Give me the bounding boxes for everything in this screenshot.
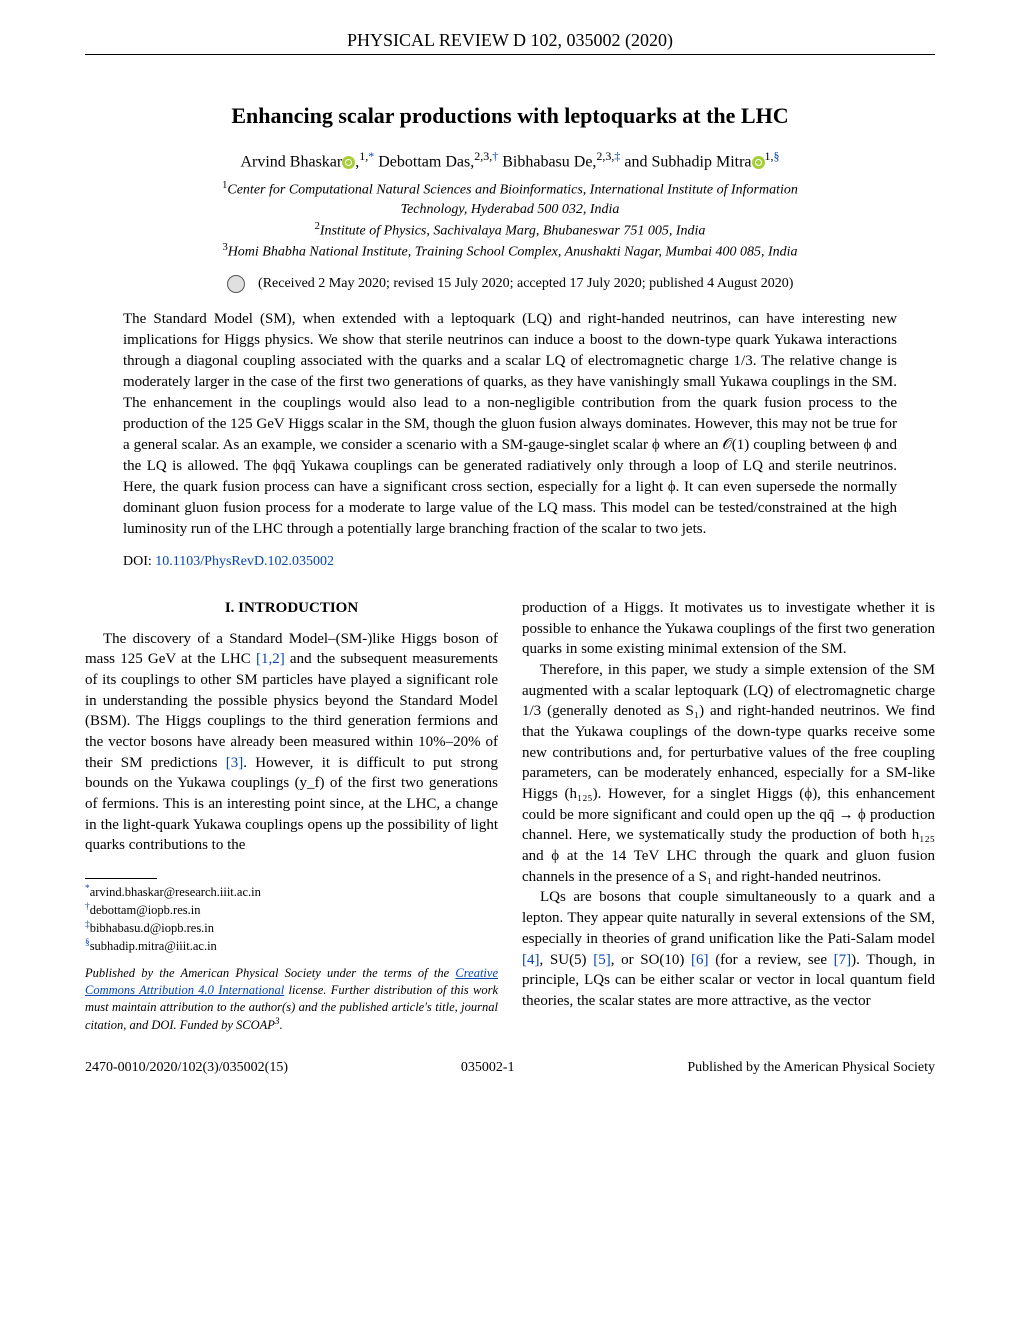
text: (for a review, see (709, 952, 834, 968)
author-1-sym[interactable]: * (368, 149, 374, 163)
abstract: The Standard Model (SM), when extended w… (123, 309, 897, 540)
open-access-icon (227, 275, 245, 293)
license-text: Published by the American Physical Socie… (85, 965, 498, 1034)
author-3-aff: 2,3, (596, 149, 614, 163)
dates-row: (Received 2 May 2020; revised 15 July 20… (85, 275, 935, 293)
publication-dates: (Received 2 May 2020; revised 15 July 20… (258, 276, 793, 291)
author-2: Debottam Das, (378, 153, 474, 170)
ref-4[interactable]: [4] (522, 952, 540, 968)
text: , or SO(10) (611, 952, 691, 968)
author-1-aff: 1, (359, 149, 368, 163)
affiliations: 1Center for Computational Natural Scienc… (85, 179, 935, 263)
text: , SU(5) (540, 952, 594, 968)
fn-email-4: subhadip.mitra@iiit.ac.in (90, 939, 217, 953)
author-4-aff: 1, (765, 149, 774, 163)
orcid-icon[interactable] (752, 156, 765, 169)
affiliation-1a: Center for Computational Natural Science… (227, 183, 797, 198)
ref-6[interactable]: [6] (691, 952, 709, 968)
text: Published by the American Physical Socie… (85, 966, 455, 980)
ref-1-2[interactable]: [1,2] (256, 651, 285, 667)
author-4-sym[interactable]: § (774, 149, 780, 163)
page-footer: 2470-0010/2020/102(3)/035002(15) 035002-… (85, 1060, 935, 1076)
doi-link[interactable]: 10.1103/PhysRevD.102.035002 (155, 554, 334, 569)
fn-email-2: debottam@iopb.res.in (90, 903, 201, 917)
fn-email-3: bibhabasu.d@iopb.res.in (90, 921, 214, 935)
affiliation-2: Institute of Physics, Sachivalaya Marg, … (320, 223, 706, 238)
and-text: and (624, 153, 651, 170)
col2-para-1: production of a Higgs. It motivates us t… (522, 598, 935, 660)
footer-right: Published by the American Physical Socie… (687, 1060, 935, 1076)
ref-7[interactable]: [7] (834, 952, 852, 968)
section-heading-intro: I. INTRODUCTION (85, 598, 498, 619)
footer-center: 035002-1 (461, 1060, 515, 1076)
journal-header: PHYSICAL REVIEW D 102, 035002 (2020) (85, 30, 935, 51)
header-rule (85, 54, 935, 55)
right-column: production of a Higgs. It motivates us t… (522, 598, 935, 1034)
author-3: Bibhabasu De, (502, 153, 596, 170)
footer-left: 2470-0010/2020/102(3)/035002(15) (85, 1060, 288, 1076)
left-column: I. INTRODUCTION The discovery of a Stand… (85, 598, 498, 1034)
text: and the subsequent measurements of its c… (85, 651, 498, 770)
intro-para-1: The discovery of a Standard Model–(SM-)l… (85, 629, 498, 857)
col2-para-2: Therefore, in this paper, we study a sim… (522, 660, 935, 888)
col2-para-3: LQs are bosons that couple simultaneousl… (522, 887, 935, 1011)
author-3-sym[interactable]: ‡ (614, 149, 620, 163)
doi-line: DOI: 10.1103/PhysRevD.102.035002 (123, 554, 897, 570)
doi-label: DOI: (123, 554, 152, 569)
author-2-sym[interactable]: † (492, 149, 498, 163)
author-4: Subhadip Mitra (652, 153, 752, 170)
author-1: Arvind Bhaskar (240, 153, 342, 170)
text: LQs are bosons that couple simultaneousl… (522, 889, 935, 946)
author-2-aff: 2,3, (474, 149, 492, 163)
fn-email-1: arvind.bhaskar@research.iiit.ac.in (90, 885, 261, 899)
footnotes: *arvind.bhaskar@research.iiit.ac.in †deb… (85, 883, 498, 955)
author-line: Arvind Bhaskar,1,* Debottam Das,2,3,† Bi… (85, 149, 935, 171)
footnote-rule (85, 878, 157, 879)
ref-3[interactable]: [3] (226, 755, 244, 771)
affiliation-1b: Technology, Hyderabad 500 032, India (401, 202, 620, 217)
orcid-icon[interactable] (342, 156, 355, 169)
text: . (280, 1018, 283, 1032)
article-title: Enhancing scalar productions with leptoq… (85, 103, 935, 129)
ref-5[interactable]: [5] (593, 952, 611, 968)
affiliation-3: Homi Bhabha National Institute, Training… (228, 245, 798, 260)
